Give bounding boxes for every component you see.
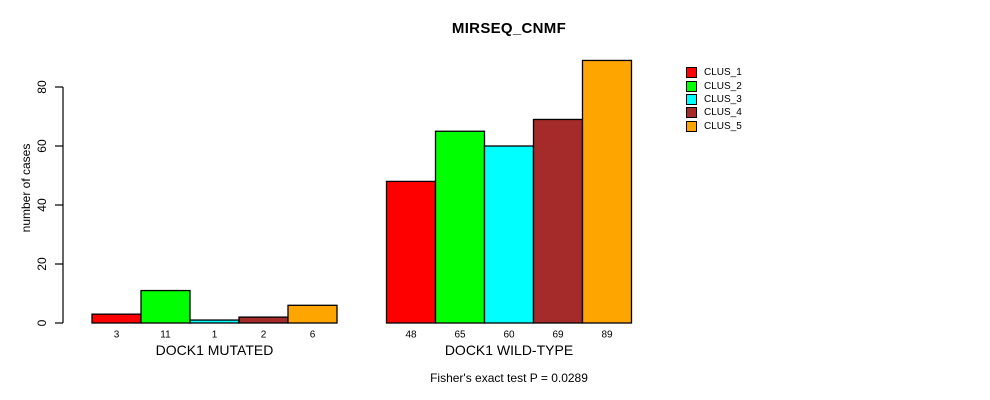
legend-label: CLUS_4 [704, 107, 742, 119]
bar-clus_2-wild-type [434, 130, 486, 324]
y-tick-label: 60 [35, 139, 49, 153]
legend-swatch-clus_5 [686, 120, 697, 132]
legend-label: CLUS_5 [704, 120, 742, 132]
bar-clus_2-mutated [140, 289, 191, 324]
y-tick-label: 40 [35, 198, 49, 212]
bar-value-label: 1 [212, 330, 218, 341]
y-tick-label: 80 [35, 80, 49, 94]
bar-value-label: 11 [160, 330, 171, 341]
bar-value-label: 69 [552, 330, 564, 341]
legend: CLUS_1 CLUS_2 CLUS_3 CLUS_4 CLUS_5 [686, 66, 742, 133]
bar-clus_3-wild-type [483, 145, 535, 324]
bar-clus_1-mutated [91, 313, 142, 324]
legend-swatch-clus_1 [686, 67, 697, 79]
bar-value-label: 6 [310, 330, 316, 341]
legend-item: CLUS_3 [686, 93, 742, 106]
bar-value-label: 60 [503, 330, 515, 341]
legend-item: CLUS_4 [686, 106, 742, 119]
legend-swatch-clus_3 [686, 93, 697, 105]
y-axis: 0 20 40 60 80 [35, 80, 64, 326]
legend-label: CLUS_3 [704, 93, 742, 105]
group-label: DOCK1 MUTATED [156, 342, 274, 358]
legend-label: CLUS_2 [704, 80, 742, 92]
legend-swatch-clus_2 [686, 80, 697, 92]
y-axis-label: number of cases [19, 144, 33, 233]
bars [91, 59, 633, 324]
chart-title: MIRSEQ_CNMF [451, 20, 567, 37]
bar-value-label: 89 [601, 330, 613, 341]
legend-item: CLUS_1 [686, 66, 742, 79]
bar-clus_5-mutated [287, 304, 338, 324]
group-label: DOCK1 WILD-TYPE [445, 342, 573, 358]
bar-value-label: 2 [261, 330, 267, 341]
legend-item: CLUS_2 [686, 79, 742, 92]
legend-swatch-clus_4 [686, 107, 697, 119]
bar-clus_4-wild-type [532, 118, 584, 324]
annotation-text: Fisher's exact test P = 0.0289 [430, 371, 588, 385]
bar-clus_3-mutated [189, 319, 240, 324]
legend-item: CLUS_5 [686, 120, 742, 133]
bar-value-label: 3 [114, 330, 120, 341]
y-tick-label: 20 [35, 257, 49, 271]
bar-clus_4-mutated [238, 316, 289, 324]
y-tick-label: 0 [35, 319, 49, 326]
bar-value-label: 65 [454, 330, 466, 341]
bar-value-label: 48 [405, 330, 417, 341]
legend-label: CLUS_1 [704, 67, 742, 79]
bar-clus_1-wild-type [385, 180, 437, 324]
bar-clus_5-wild-type [581, 59, 633, 324]
